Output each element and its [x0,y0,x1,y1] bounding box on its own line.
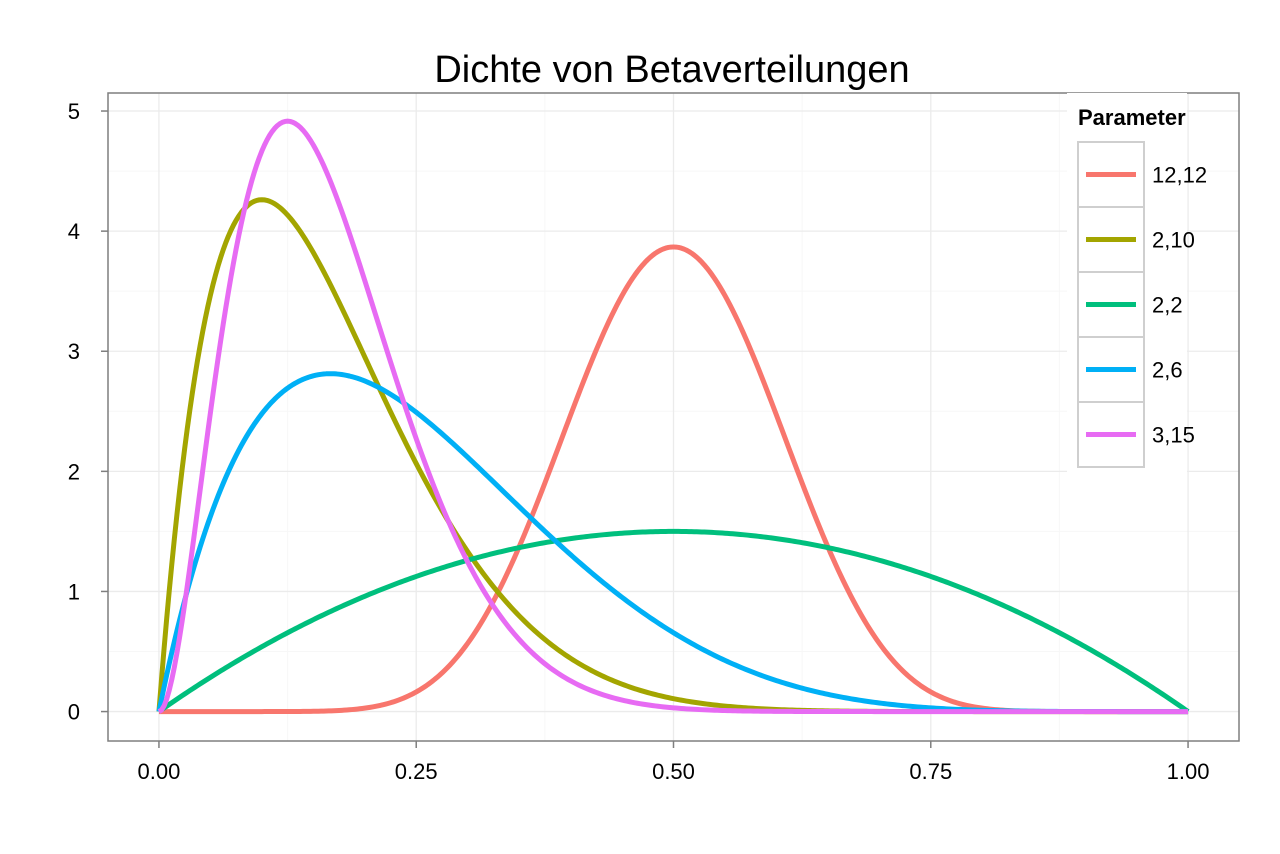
x-tick-label: 1.00 [1167,759,1210,784]
series-line-3-15 [157,118,1189,715]
chart-title: Dichte von Betaverteilungen [434,49,909,91]
x-tick-label: 0.75 [909,759,952,784]
legend-items: 12,12 2,10 2,2 2,6 3,15 [1077,141,1207,468]
series-line-2-2 [157,528,1190,714]
plot-panel [107,92,1240,742]
x-tick-label: 0.50 [652,759,695,784]
series-lines [156,118,1190,715]
y-tick-label: 0 [68,700,80,725]
x-tick-label: 0.00 [138,759,181,784]
x-axis: 0.00 0.25 0.50 0.75 1.00 [138,741,1210,784]
legend-label: 2,2 [1152,293,1183,318]
x-tick-label: 0.25 [395,759,438,784]
legend-item: 2,2 [1077,271,1183,338]
y-tick-label: 3 [68,339,80,364]
legend-label: 3,15 [1152,423,1195,448]
legend-item: 2,10 [1077,206,1195,273]
legend-item: 3,15 [1077,401,1195,468]
legend-title: Parameter [1078,105,1186,130]
legend-item: 12,12 [1077,141,1207,208]
y-tick-label: 4 [68,219,80,244]
y-tick-label: 2 [68,459,80,484]
y-tick-label: 5 [68,99,80,124]
legend: Parameter 12,12 2,10 2,2 2,6 3,15 [1067,93,1207,481]
y-tick-label: 1 [68,579,80,604]
legend-label: 2,6 [1152,358,1183,383]
legend-item: 2,6 [1077,336,1183,403]
legend-label: 2,10 [1152,228,1195,253]
y-axis: 0 1 2 3 4 5 [68,99,108,725]
legend-label: 12,12 [1152,163,1207,188]
